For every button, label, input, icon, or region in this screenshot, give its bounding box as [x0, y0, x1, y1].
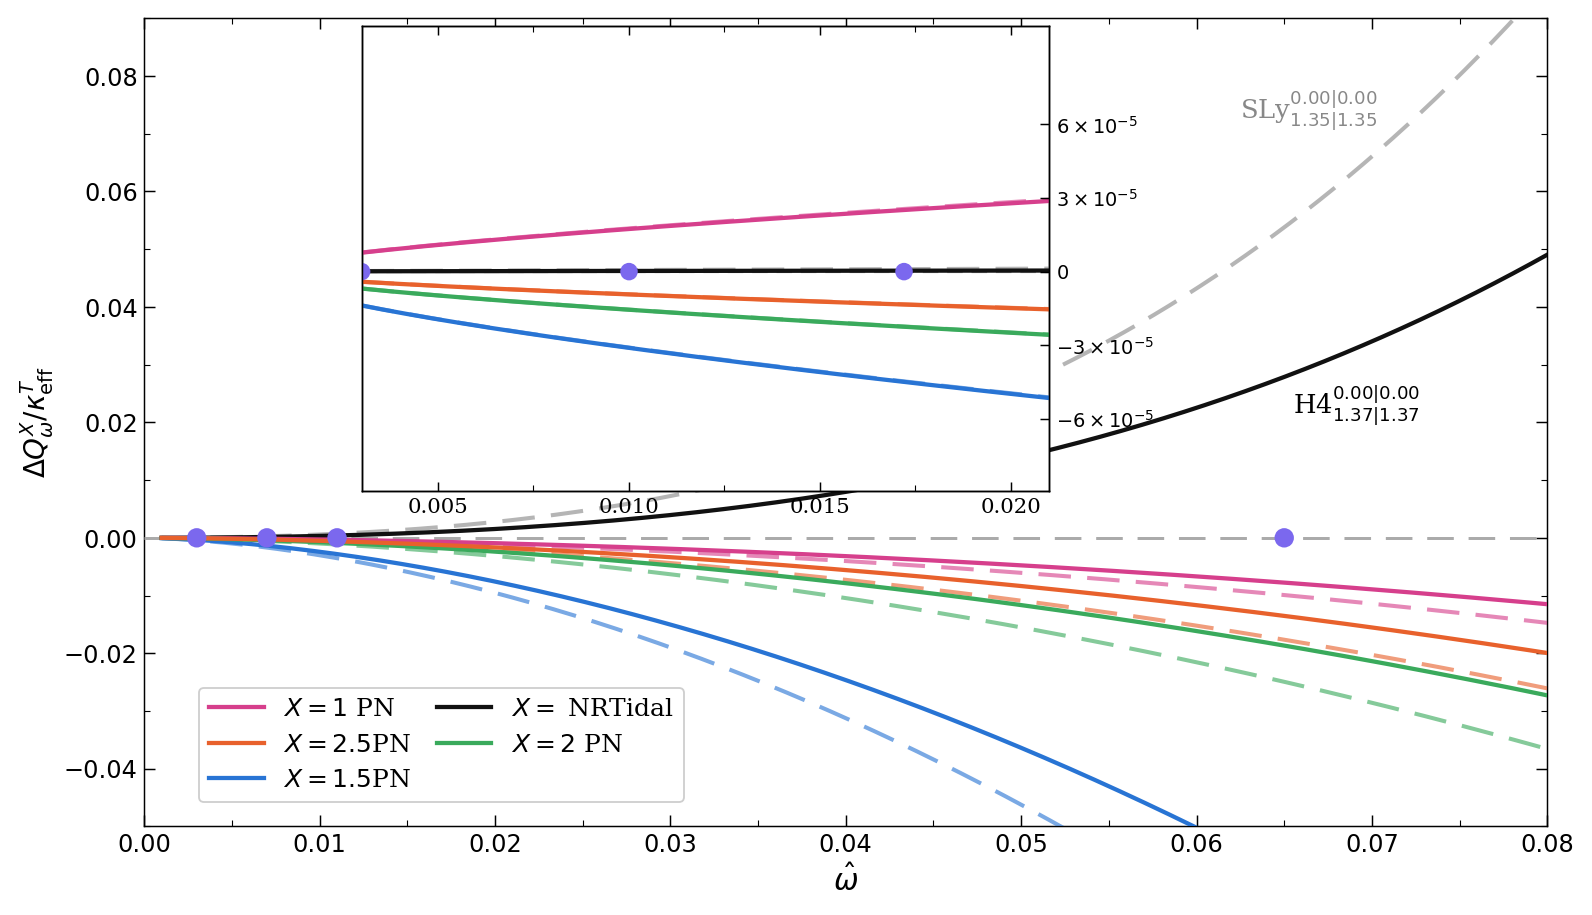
Text: SLy$^{0.00|0.00}_{1.35|1.35}$: SLy$^{0.00|0.00}_{1.35|1.35}$ [1240, 89, 1377, 133]
X-axis label: $\hat{\omega}$: $\hat{\omega}$ [833, 865, 858, 897]
Point [255, 531, 280, 545]
Text: H4$^{0.00|0.00}_{1.37|1.37}$: H4$^{0.00|0.00}_{1.37|1.37}$ [1293, 383, 1418, 426]
Point [185, 531, 210, 545]
Point [325, 531, 350, 545]
Legend: $X = 1$ PN, $X = 2.5$PN, $X = 1.5$PN, $X = $ NRTidal, $X = 2$ PN: $X = 1$ PN, $X = 2.5$PN, $X = 1.5$PN, $X… [199, 688, 683, 802]
Point [1270, 531, 1296, 545]
Y-axis label: $\Delta Q^X_\omega / \kappa^T_{\rm eff}$: $\Delta Q^X_\omega / \kappa^T_{\rm eff}$ [19, 367, 56, 479]
